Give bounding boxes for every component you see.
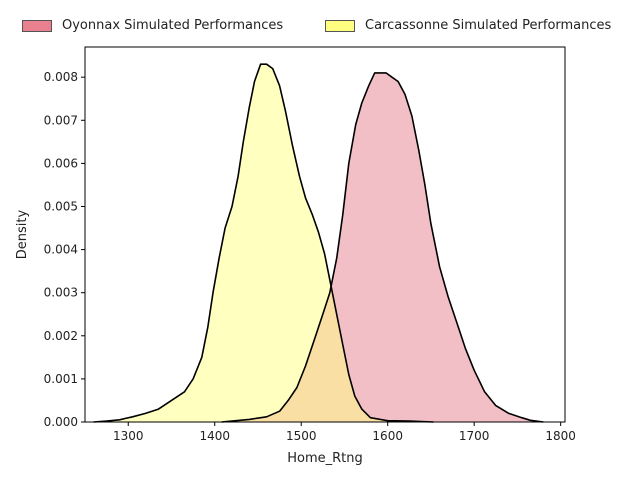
density-areas xyxy=(93,63,544,423)
y-tick-label: 0.000 xyxy=(44,415,78,429)
y-tick-label: 0.008 xyxy=(44,70,78,84)
x-axis-ticks: 1300 1400 1500 1600 1700 1800 xyxy=(113,422,576,443)
y-tick-label: 0.007 xyxy=(44,113,78,127)
density-area-carcassonne xyxy=(93,64,434,422)
legend-item-carcassonne[interactable]: Carcassonne Simulated Performances xyxy=(325,18,611,33)
x-tick-label: 1800 xyxy=(545,429,576,443)
plot-frame xyxy=(84,46,566,423)
density-area-oyonnax xyxy=(221,72,544,423)
x-tick-label: 1300 xyxy=(113,429,144,443)
legend-swatch-oyonnax xyxy=(22,19,52,32)
y-tick-label: 0.004 xyxy=(44,243,78,257)
x-tick-label: 1500 xyxy=(286,429,317,443)
x-tick-label: 1700 xyxy=(459,429,490,443)
y-tick-label: 0.002 xyxy=(44,329,78,343)
legend-item-oyonnax[interactable]: Oyonnax Simulated Performances xyxy=(22,18,283,33)
legend-label-carcassonne: Carcassonne Simulated Performances xyxy=(365,18,612,33)
y-tick-label: 0.006 xyxy=(44,156,78,170)
y-tick-label: 0.005 xyxy=(44,199,78,213)
y-axis-label: Density xyxy=(15,209,30,259)
legend-swatch-carcassonne xyxy=(325,19,355,32)
y-axis-ticks: 0.000 0.001 0.002 0.003 0.004 0.005 0.006 0.007… xyxy=(44,70,85,429)
x-tick-label: 1600 xyxy=(372,429,403,443)
x-axis-label: Home_Rtng xyxy=(287,451,363,466)
density-line-carcassonne xyxy=(93,63,434,423)
y-tick-label: 0.001 xyxy=(44,372,78,386)
legend-label-oyonnax: Oyonnax Simulated Performances xyxy=(62,18,284,33)
density-line-oyonnax xyxy=(221,72,544,423)
x-tick-label: 1400 xyxy=(199,429,230,443)
legend: Oyonnax Simulated Performances Carcasson… xyxy=(0,18,640,38)
y-tick-label: 0.003 xyxy=(44,286,78,300)
